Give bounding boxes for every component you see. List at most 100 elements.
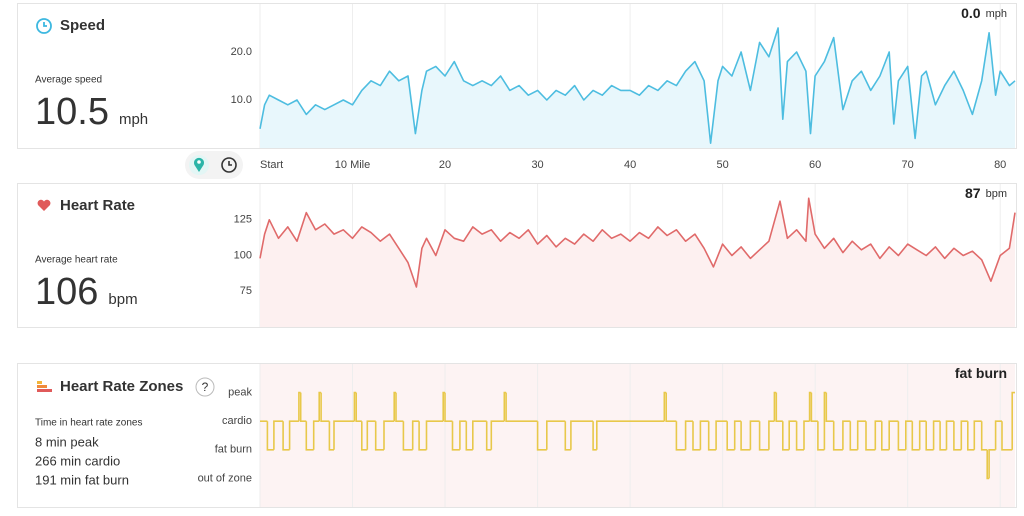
current-value: 87 bpm: [965, 185, 1007, 201]
step-segment: [918, 420, 927, 450]
step-segment: [490, 420, 505, 450]
step-segment: [411, 420, 420, 450]
step-segment: [320, 392, 330, 422]
step-segment: [402, 421, 413, 451]
heart-icon: [37, 199, 51, 211]
step-segment: [312, 420, 320, 450]
step-segment: [881, 421, 890, 451]
step-segment: [282, 421, 290, 451]
step-segment: [905, 420, 913, 450]
step-segment: [788, 420, 797, 450]
step-segment: [451, 421, 460, 451]
step-segment: [570, 420, 594, 450]
step-segment: [849, 421, 858, 451]
x-tick-label: 50: [716, 159, 728, 171]
current-value: fat burn: [955, 365, 1007, 381]
step-segment: [418, 421, 427, 451]
step-segment: [726, 421, 735, 451]
area: [260, 198, 1015, 327]
current-value: 0.0 mph: [961, 5, 1007, 21]
step-segment: [299, 392, 307, 422]
y-tick-label: 75: [240, 285, 252, 297]
step-segment: [425, 420, 444, 450]
y-tick-label: 10.0: [231, 94, 252, 106]
step-segment: [564, 421, 571, 451]
speed-icon: [36, 18, 52, 34]
svg-text:?: ?: [202, 380, 209, 394]
step-segment: [768, 420, 775, 450]
summary-label: Average heart rate: [35, 255, 118, 266]
summary-number: 106: [35, 271, 98, 313]
step-segment: [328, 421, 334, 451]
x-tick-label: 20: [439, 159, 451, 171]
y-tick-label: fat burn: [215, 444, 252, 456]
x-tick-label: Start: [260, 159, 283, 171]
y-tick-label: cardio: [222, 415, 252, 427]
step-segment: [1001, 421, 1013, 451]
step-segment: [795, 421, 804, 451]
view-toggle[interactable]: [185, 151, 243, 179]
step-segment: [665, 392, 677, 422]
step-segment: [305, 421, 314, 451]
y-tick-label: 125: [234, 214, 252, 226]
step-segment: [817, 421, 825, 451]
step-segment: [536, 421, 547, 451]
panel-title: Speed: [60, 17, 105, 34]
step-segment: [733, 420, 742, 450]
summary-label: Time in heart rate zones: [35, 418, 142, 429]
x-tick-label: 80: [994, 159, 1006, 171]
step-segment: [932, 420, 941, 450]
step-segment: [856, 420, 866, 450]
step-segment: [925, 421, 934, 451]
step-segment: [945, 420, 954, 450]
x-tick-label: 10 Mile: [335, 159, 370, 171]
step-segment: [288, 420, 299, 450]
step-segment: [692, 421, 701, 451]
summary-label: Average speed: [35, 75, 102, 86]
y-tick-label: 20.0: [231, 46, 252, 58]
step-segment: [707, 421, 717, 451]
step-segment: [775, 392, 783, 422]
help-button[interactable]: ?: [195, 377, 215, 397]
step-segment: [684, 420, 693, 450]
step-segment: [273, 420, 284, 450]
plot-background: [260, 364, 1015, 507]
zone-time: 8 min peak: [35, 434, 99, 449]
step-segment: [546, 420, 566, 450]
step-segment: [1011, 391, 1015, 450]
step-segment: [803, 420, 810, 450]
panel-title: Heart Rate Zones: [60, 378, 183, 395]
step-segment: [366, 420, 376, 450]
y-tick-label: out of zone: [198, 472, 252, 484]
step-segment: [472, 420, 487, 450]
step-segment: [459, 420, 467, 450]
summary-value: 106 bpm: [35, 271, 138, 313]
step-segment: [715, 420, 728, 450]
line: [259, 197, 1016, 288]
step-segment: [994, 420, 1002, 450]
summary-number: 10.5: [35, 91, 109, 133]
current-unit: mph: [986, 8, 1007, 20]
step-segment: [782, 421, 790, 451]
step-segment: [825, 392, 834, 422]
summary-unit: mph: [119, 111, 148, 128]
panel-title: Heart Rate: [60, 197, 135, 214]
step-segment: [383, 420, 395, 450]
step-segment: [374, 421, 384, 451]
current-number: 0.0: [961, 5, 981, 21]
step-segment: [967, 421, 975, 451]
step-segment: [758, 421, 769, 451]
step-segment: [355, 392, 362, 422]
zone-time: 191 min fat burn: [35, 472, 129, 487]
step-segment: [699, 420, 709, 450]
summary-value: 10.5 mph: [35, 91, 148, 133]
x-tick-label: 70: [902, 159, 914, 171]
step-segment: [596, 420, 665, 450]
step-segment: [810, 392, 818, 422]
current-unit: bpm: [986, 188, 1007, 200]
current-number: 87: [965, 185, 981, 201]
x-tick-label: 30: [531, 159, 543, 171]
zone-time: 266 min cardio: [35, 453, 120, 468]
